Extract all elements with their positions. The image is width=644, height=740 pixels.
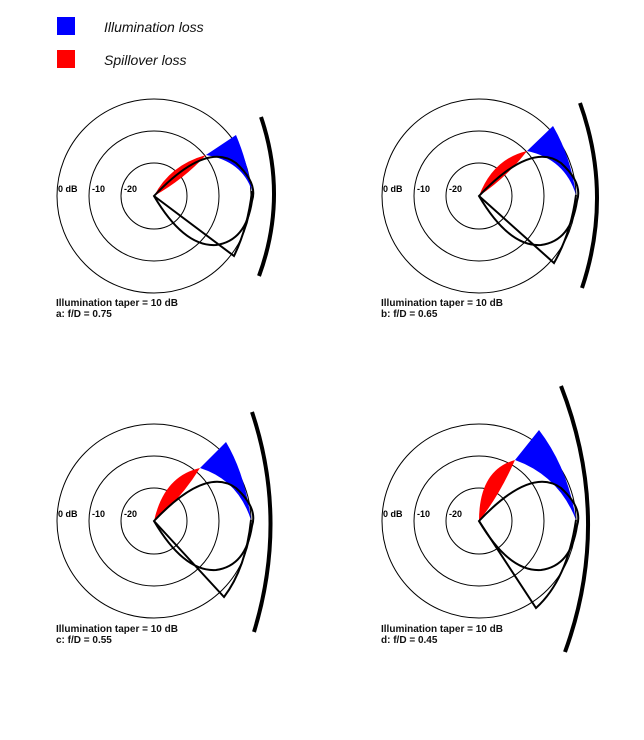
ring-label-minus10: -10 <box>417 509 430 519</box>
illumination-loss-legend-label: Illumination loss <box>104 19 204 35</box>
reflector-arc <box>250 411 273 633</box>
subtended-angle-lines <box>478 519 577 610</box>
panel-c: 0 dB -10 -20 Illumination taper = 10 dB … <box>50 411 360 740</box>
caption-fd-b: b: f/D = 0.65 <box>381 309 438 320</box>
caption-taper-d: Illumination taper = 10 dB <box>381 624 503 635</box>
spillover-loss-region <box>479 460 515 521</box>
caption-fd-a: a: f/D = 0.75 <box>56 309 112 320</box>
polar-diagram-a: 0 dB -10 -20 <box>56 98 276 294</box>
ring-label-minus10: -10 <box>92 509 105 519</box>
caption-taper-a: Illumination taper = 10 dB <box>56 298 178 309</box>
illumination-loss-region <box>200 442 251 520</box>
ring-label-minus10: -10 <box>92 184 105 194</box>
ring-label-0db: 0 dB <box>58 509 78 519</box>
polar-diagram-d: 0 dB -10 -20 <box>381 385 591 653</box>
ring-label-0db: 0 dB <box>383 509 403 519</box>
ring-minus10 <box>413 455 545 587</box>
caption-taper-c: Illumination taper = 10 dB <box>56 624 178 635</box>
subtended-angle-lines <box>153 190 253 258</box>
feed-pattern-lobe <box>152 155 255 247</box>
caption-fd-d: d: f/D = 0.45 <box>381 635 438 646</box>
ring-label-minus20: -20 <box>124 509 137 519</box>
reflector-arc <box>578 102 599 289</box>
ring-label-0db: 0 dB <box>383 184 403 194</box>
ring-label-minus20: -20 <box>124 184 137 194</box>
feed-pattern-lobe <box>477 480 580 572</box>
ring-minus20 <box>120 162 188 230</box>
ring-minus20 <box>445 487 513 555</box>
illumination-loss-region <box>206 135 252 191</box>
ring-minus20 <box>120 487 188 555</box>
ring-label-0db: 0 dB <box>58 184 78 194</box>
illumination-loss-swatch <box>57 17 75 35</box>
illumination-loss-region <box>515 430 576 520</box>
panel-d: 0 dB -10 -20 Illumination taper = 10 dB … <box>375 385 644 740</box>
ring-minus10 <box>88 455 220 587</box>
spillover-loss-swatch <box>57 50 75 68</box>
ring-label-minus20: -20 <box>449 509 462 519</box>
spillover-loss-region <box>154 468 200 521</box>
caption-taper-b: Illumination taper = 10 dB <box>381 298 503 309</box>
subtended-angle-lines <box>478 194 577 265</box>
feed-pattern-lobe <box>477 155 580 247</box>
ring-minus10 <box>88 130 220 262</box>
subtended-angle-lines <box>153 519 252 599</box>
illumination-loss-region <box>527 126 576 195</box>
reflector-arc <box>559 385 591 653</box>
ring-minus20 <box>445 162 513 230</box>
panel-b: 0 dB -10 -20 Illumination taper = 10 dB … <box>375 95 644 415</box>
caption-fd-c: c: f/D = 0.55 <box>56 635 112 646</box>
polar-diagram-c: 0 dB -10 -20 <box>56 411 273 633</box>
panel-a: 0 dB -10 -20 Illumination taper = 10 dB … <box>50 95 360 415</box>
spillover-loss-region <box>154 155 206 196</box>
ring-label-minus20: -20 <box>449 184 462 194</box>
reflector-arc <box>257 116 276 277</box>
ring-label-minus10: -10 <box>417 184 430 194</box>
polar-diagram-b: 0 dB -10 -20 <box>381 98 599 294</box>
ring-minus10 <box>413 130 545 262</box>
spillover-loss-legend-label: Spillover loss <box>104 52 187 68</box>
